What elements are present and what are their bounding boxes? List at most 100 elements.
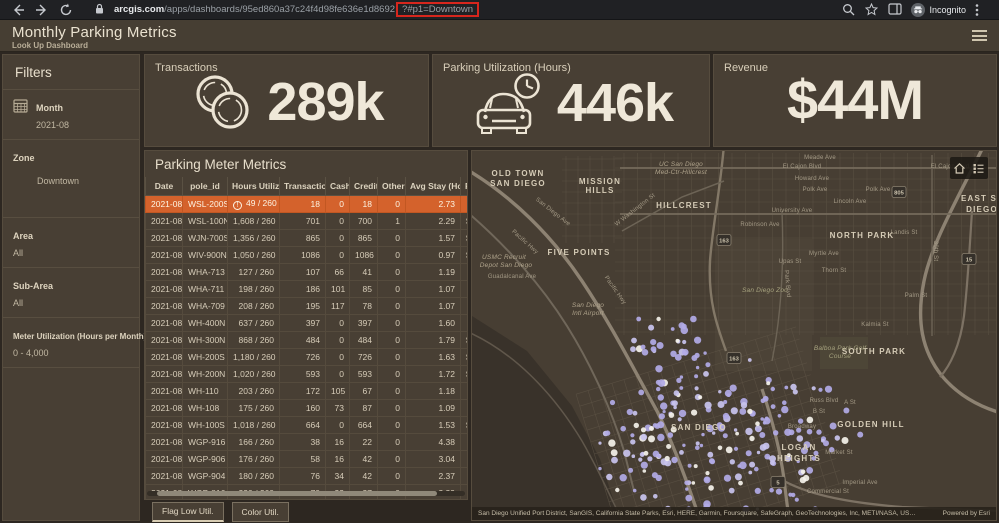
meter-location-dot[interactable] [691, 481, 696, 485]
meter-location-dot[interactable] [703, 371, 709, 377]
meter-location-dot[interactable] [609, 399, 616, 406]
meter-location-dot[interactable] [655, 474, 662, 482]
meter-location-dot[interactable] [703, 351, 707, 355]
meter-location-dot[interactable] [653, 494, 658, 499]
meter-location-dot[interactable] [754, 466, 759, 472]
meter-location-dot[interactable] [657, 433, 665, 442]
meter-location-dot[interactable] [642, 469, 647, 473]
meter-location-dot[interactable] [769, 487, 774, 493]
meter-location-dot[interactable] [777, 414, 782, 418]
meter-location-dot[interactable] [650, 346, 657, 352]
meter-location-dot[interactable] [841, 437, 849, 444]
meter-location-dot[interactable] [803, 441, 811, 449]
meter-location-dot[interactable] [824, 385, 833, 393]
table-row[interactable]: 2021-08 WH-108 175 / 260 160 73 87 0 1.09 [145, 399, 467, 417]
meter-location-dot[interactable] [623, 449, 631, 457]
meter-location-dot[interactable] [671, 400, 678, 407]
meter-location-dot[interactable] [739, 408, 747, 415]
meter-location-dot[interactable] [704, 401, 712, 409]
meter-location-dot[interactable] [829, 422, 837, 430]
meter-location-dot[interactable] [800, 447, 808, 455]
legend-icon[interactable] [972, 162, 985, 175]
meter-location-dot[interactable] [677, 417, 682, 422]
meter-location-dot[interactable] [748, 470, 753, 475]
meter-location-dot[interactable] [694, 374, 699, 379]
meter-location-dot[interactable] [652, 450, 660, 458]
meter-location-dot[interactable] [766, 381, 771, 386]
meter-location-dot[interactable] [813, 450, 819, 456]
meter-location-dot[interactable] [671, 456, 678, 464]
meter-location-dot[interactable] [701, 432, 705, 437]
filter-subarea[interactable]: Sub-Area All [3, 268, 139, 317]
meter-location-dot[interactable] [787, 453, 791, 458]
meter-location-dot[interactable] [806, 428, 813, 435]
meter-location-dot[interactable] [598, 466, 602, 471]
meter-location-dot[interactable] [630, 433, 635, 438]
meter-location-dot[interactable] [606, 473, 613, 481]
meter-location-dot[interactable] [632, 410, 638, 416]
meter-location-dot[interactable] [664, 455, 670, 462]
dashboard-menu-icon[interactable] [972, 30, 987, 42]
table-row[interactable]: 2021-08 WH-110 203 / 260 172 105 67 0 1.18 [145, 382, 467, 400]
meter-location-dot[interactable] [756, 428, 760, 432]
meter-location-dot[interactable] [611, 456, 618, 464]
column-header[interactable]: Transactions [279, 177, 326, 196]
meter-location-dot[interactable] [800, 469, 806, 475]
meter-location-dot[interactable] [773, 430, 779, 436]
column-header[interactable]: Cash [325, 177, 350, 196]
meter-location-dot[interactable] [703, 476, 711, 484]
table-row[interactable]: 2021-08 WGP-904 180 / 260 76 34 42 0 2.37 [145, 467, 467, 485]
meter-location-dot[interactable] [660, 402, 668, 410]
meter-location-dot[interactable] [733, 428, 738, 432]
meter-location-dot[interactable] [682, 339, 687, 345]
meter-location-dot[interactable] [647, 456, 653, 462]
meter-location-dot[interactable] [745, 450, 752, 457]
table-row[interactable]: 2021-08 WGP-906 176 / 260 58 16 42 0 3.04 [145, 450, 467, 468]
meter-location-dot[interactable] [794, 497, 799, 502]
meter-location-dot[interactable] [670, 426, 677, 433]
meter-location-dot[interactable] [843, 407, 850, 414]
meter-location-dot[interactable] [698, 395, 703, 400]
meter-location-dot[interactable] [681, 323, 687, 330]
meter-location-dot[interactable] [632, 488, 637, 493]
meter-location-dot[interactable] [735, 431, 739, 436]
column-header[interactable]: Other [377, 177, 406, 196]
meter-location-dot[interactable] [749, 435, 755, 442]
meter-location-dot[interactable] [662, 410, 666, 414]
meter-location-dot[interactable] [699, 443, 704, 448]
meter-location-dot[interactable] [738, 480, 743, 486]
meter-location-dot[interactable] [675, 338, 680, 343]
meter-location-dot[interactable] [673, 405, 677, 410]
meter-location-dot[interactable] [722, 433, 728, 439]
meter-location-dot[interactable] [668, 412, 675, 418]
meter-location-dot[interactable] [604, 430, 611, 436]
meter-location-dot[interactable] [760, 398, 766, 404]
meter-location-dot[interactable] [728, 487, 735, 494]
meter-location-dot[interactable] [610, 449, 618, 457]
meter-location-dot[interactable] [747, 358, 752, 362]
meter-location-dot[interactable] [630, 346, 636, 353]
meter-location-dot[interactable] [631, 337, 637, 344]
meter-location-dot[interactable] [670, 350, 677, 357]
meter-location-dot[interactable] [806, 467, 814, 474]
meter-location-dot[interactable] [717, 401, 725, 408]
address-bar[interactable]: arcgis.com/apps/dashboards/95ed860a37c24… [84, 2, 842, 17]
meter-location-dot[interactable] [630, 439, 636, 445]
meter-location-dot[interactable] [655, 365, 663, 373]
flag-low-util-button[interactable]: Flag Low Util. [152, 502, 224, 522]
scrollbar-thumb[interactable] [157, 491, 437, 496]
meter-location-dot[interactable] [740, 402, 748, 409]
meter-location-dot[interactable] [654, 423, 661, 429]
meter-location-dot[interactable] [598, 441, 602, 445]
meter-location-dot[interactable] [857, 431, 864, 438]
meter-location-dot[interactable] [729, 459, 735, 465]
meter-location-dot[interactable] [811, 386, 816, 391]
meter-location-dot[interactable] [705, 471, 710, 476]
meter-location-dot[interactable] [691, 355, 698, 361]
meter-location-dot[interactable] [694, 336, 702, 344]
meter-location-dot[interactable] [770, 404, 776, 409]
meter-location-dot[interactable] [818, 387, 823, 392]
